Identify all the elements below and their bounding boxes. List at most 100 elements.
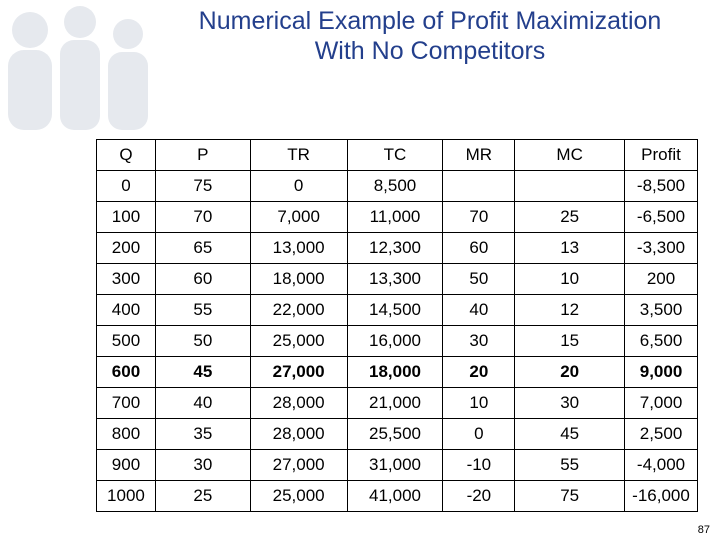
table-cell: 200 <box>96 232 156 264</box>
title-line: With No Competitors <box>314 37 546 65</box>
table-row: 700 40 28,000 21,000 10 30 7,000 <box>96 387 698 419</box>
table-cell: 25 <box>154 480 251 512</box>
table-cell: 10 <box>442 387 516 419</box>
table-cell: 45 <box>154 356 251 388</box>
table-cell: -16,000 <box>624 480 698 512</box>
table-cell: 40 <box>442 294 516 326</box>
table-cell: -8,500 <box>624 170 698 202</box>
table-cell: 12 <box>514 294 626 326</box>
table-cell: 14,500 <box>346 294 444 326</box>
column-header: P <box>154 139 251 171</box>
table-cell: 13,300 <box>346 263 444 295</box>
table-cell: 800 <box>96 418 156 450</box>
table-cell: 27,000 <box>249 449 348 481</box>
table-cell: 70 <box>442 201 516 233</box>
table-cell: 0 <box>442 418 516 450</box>
table-cell: 9,000 <box>624 356 698 388</box>
table-cell: 16,000 <box>346 325 444 357</box>
table-cell: 25 <box>514 201 626 233</box>
table-cell: 300 <box>96 263 156 295</box>
table-cell: 13 <box>514 232 626 264</box>
table-cell: 50 <box>442 263 516 295</box>
table-cell: 12,300 <box>346 232 444 264</box>
table-cell: 25,000 <box>249 325 348 357</box>
table-cell: 10 <box>514 263 626 295</box>
table-cell: 35 <box>154 418 251 450</box>
table-cell: 11,000 <box>346 201 444 233</box>
table-cell: 600 <box>96 356 156 388</box>
column-header: MR <box>442 139 516 171</box>
title-line: Numerical Example of Profit Maximization <box>198 7 662 35</box>
table-cell: -3,300 <box>624 232 698 264</box>
table-cell: 1000 <box>96 480 156 512</box>
table-row: 800 35 28,000 25,500 0 45 2,500 <box>96 418 698 450</box>
table-cell: 0 <box>249 170 348 202</box>
table-cell: 28,000 <box>249 418 348 450</box>
table-cell: 65 <box>154 232 251 264</box>
table-cell: 45 <box>514 418 626 450</box>
table-row: 900 30 27,000 31,000 -10 55 -4,000 <box>96 449 698 481</box>
table-cell: 22,000 <box>249 294 348 326</box>
table-cell: 31,000 <box>346 449 444 481</box>
table-cell: 0 <box>96 170 156 202</box>
decoration <box>8 6 148 130</box>
table-cell: 700 <box>96 387 156 419</box>
table-row: 500 50 25,000 16,000 30 15 6,500 <box>96 325 698 357</box>
table-cell: 900 <box>96 449 156 481</box>
header-row: Q P TR TC MR MC Profit <box>96 139 698 171</box>
table-cell: 3,500 <box>624 294 698 326</box>
table-cell: 100 <box>96 201 156 233</box>
table-cell: 500 <box>96 325 156 357</box>
column-header: TC <box>346 139 444 171</box>
table-cell: 41,000 <box>346 480 444 512</box>
table-cell: 75 <box>154 170 251 202</box>
table-row: 100 70 7,000 11,000 70 25 -6,500 <box>96 201 698 233</box>
table-cell: 40 <box>154 387 251 419</box>
table-cell: 60 <box>154 263 251 295</box>
table-cell: 70 <box>154 201 251 233</box>
table-cell: 30 <box>442 325 516 357</box>
table-row: 0 75 0 8,500 -8,500 <box>96 170 698 202</box>
table-cell: 200 <box>624 263 698 295</box>
table-cell: 28,000 <box>249 387 348 419</box>
table-cell: 30 <box>154 449 251 481</box>
table-row: 200 65 13,000 12,300 60 13 -3,300 <box>96 232 698 264</box>
column-header: Profit <box>624 139 698 171</box>
table-cell: 13,000 <box>249 232 348 264</box>
table-row: 300 60 18,000 13,300 50 10 200 <box>96 263 698 295</box>
table-cell: -20 <box>442 480 516 512</box>
table-cell: -6,500 <box>624 201 698 233</box>
table-cell: -10 <box>442 449 516 481</box>
table-cell: 15 <box>514 325 626 357</box>
table-cell: 7,000 <box>624 387 698 419</box>
table-cell: 30 <box>514 387 626 419</box>
table-cell: 25,500 <box>346 418 444 450</box>
table-cell: 20 <box>514 356 626 388</box>
page-number: 87 <box>697 524 710 536</box>
table-cell: 27,000 <box>249 356 348 388</box>
table-cell: 21,000 <box>346 387 444 419</box>
table-cell: -4,000 <box>624 449 698 481</box>
table-cell: 6,500 <box>624 325 698 357</box>
table-cell: 7,000 <box>249 201 348 233</box>
profit-table: Q P TR TC MR MC Profit 0 75 0 8,500 -8,500 100 70 7,0… <box>96 139 698 512</box>
column-header: TR <box>249 139 348 171</box>
column-header: MC <box>514 139 626 171</box>
table-cell <box>442 170 516 202</box>
table-cell: 25,000 <box>249 480 348 512</box>
table-cell: 55 <box>154 294 251 326</box>
table-row: 600 45 27,000 18,000 20 20 9,000 <box>96 356 698 388</box>
table-cell: 8,500 <box>346 170 444 202</box>
table-cell: 75 <box>514 480 626 512</box>
table-cell: 20 <box>442 356 516 388</box>
table-cell: 50 <box>154 325 251 357</box>
table-cell: 18,000 <box>346 356 444 388</box>
table-cell <box>514 170 626 202</box>
table-cell: 400 <box>96 294 156 326</box>
table-row: 400 55 22,000 14,500 40 12 3,500 <box>96 294 698 326</box>
table-cell: 18,000 <box>249 263 348 295</box>
table-cell: 55 <box>514 449 626 481</box>
table-row: 1000 25 25,000 41,000 -20 75 -16,000 <box>96 480 698 512</box>
table-cell: 2,500 <box>624 418 698 450</box>
